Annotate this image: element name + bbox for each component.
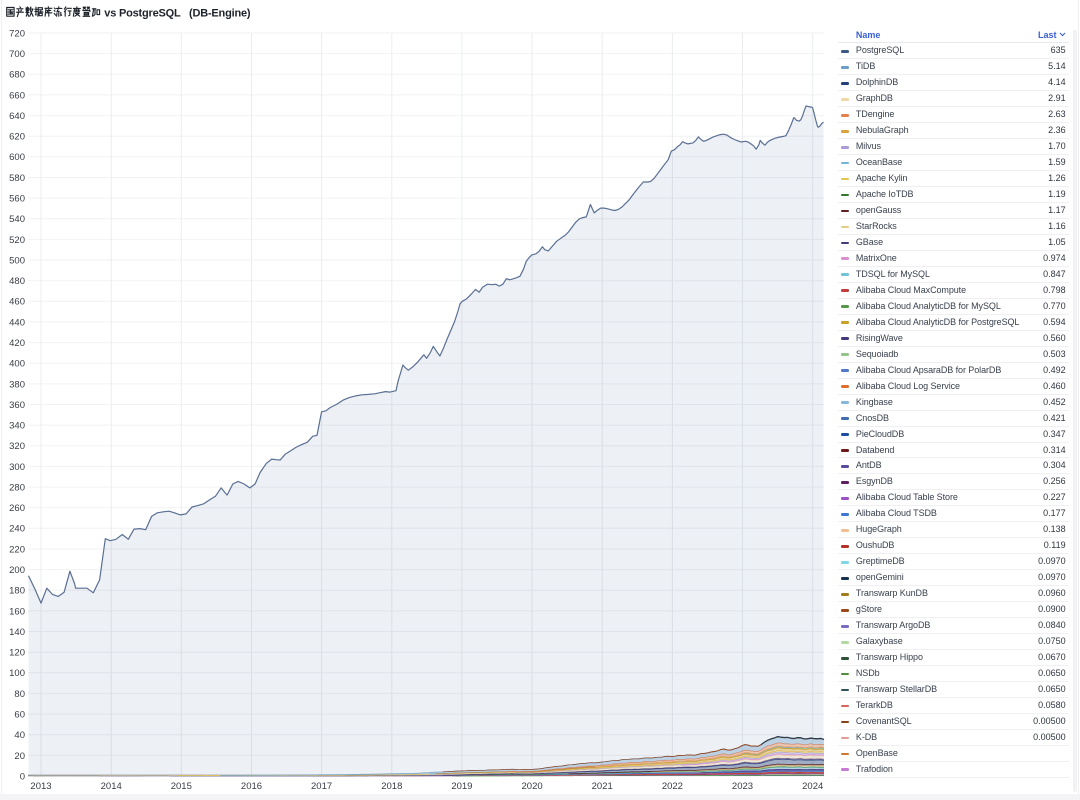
svg-text:500: 500 <box>9 255 25 266</box>
svg-text:2017: 2017 <box>311 781 332 792</box>
svg-text:2014: 2014 <box>101 781 122 792</box>
svg-text:440: 440 <box>9 317 25 328</box>
svg-text:600: 600 <box>9 152 25 163</box>
svg-text:20: 20 <box>14 751 25 762</box>
svg-text:160: 160 <box>9 606 25 617</box>
svg-text:480: 480 <box>9 276 25 287</box>
svg-text:520: 520 <box>9 235 25 246</box>
svg-text:400: 400 <box>9 359 25 370</box>
svg-text:360: 360 <box>9 400 25 411</box>
svg-text:120: 120 <box>9 648 25 659</box>
svg-text:320: 320 <box>9 441 25 452</box>
svg-text:2015: 2015 <box>171 781 192 792</box>
svg-text:340: 340 <box>9 421 25 432</box>
svg-text:vs PostgreSQL: vs PostgreSQL <box>104 7 181 19</box>
svg-text:2019: 2019 <box>451 781 472 792</box>
svg-text:180: 180 <box>9 586 25 597</box>
svg-text:700: 700 <box>9 49 25 60</box>
svg-text:2023: 2023 <box>732 781 753 792</box>
svg-text:2024: 2024 <box>802 781 823 792</box>
svg-text:580: 580 <box>9 173 25 184</box>
svg-text:460: 460 <box>9 297 25 308</box>
svg-text:200: 200 <box>9 565 25 576</box>
svg-text:560: 560 <box>9 194 25 205</box>
svg-text:60: 60 <box>14 710 25 721</box>
svg-text:40: 40 <box>14 730 25 741</box>
svg-text:2013: 2013 <box>30 781 51 792</box>
svg-text:680: 680 <box>9 70 25 81</box>
svg-text:2018: 2018 <box>381 781 402 792</box>
svg-text:2020: 2020 <box>522 781 543 792</box>
svg-text:280: 280 <box>9 483 25 494</box>
svg-text:100: 100 <box>9 668 25 679</box>
svg-text:420: 420 <box>9 338 25 349</box>
svg-text:220: 220 <box>9 544 25 555</box>
svg-text:80: 80 <box>14 689 25 700</box>
svg-text:140: 140 <box>9 627 25 638</box>
svg-text:(DB-Engine): (DB-Engine) <box>189 7 251 19</box>
svg-text:660: 660 <box>9 90 25 101</box>
svg-text:260: 260 <box>9 503 25 514</box>
svg-text:240: 240 <box>9 524 25 535</box>
svg-text:2016: 2016 <box>241 781 262 792</box>
svg-text:2022: 2022 <box>662 781 683 792</box>
svg-text:720: 720 <box>9 28 25 39</box>
svg-text:0: 0 <box>20 771 25 782</box>
svg-text:620: 620 <box>9 132 25 143</box>
svg-text:2021: 2021 <box>592 781 613 792</box>
svg-text:300: 300 <box>9 462 25 473</box>
svg-text:540: 540 <box>9 214 25 225</box>
svg-text:380: 380 <box>9 379 25 390</box>
svg-text:640: 640 <box>9 111 25 122</box>
